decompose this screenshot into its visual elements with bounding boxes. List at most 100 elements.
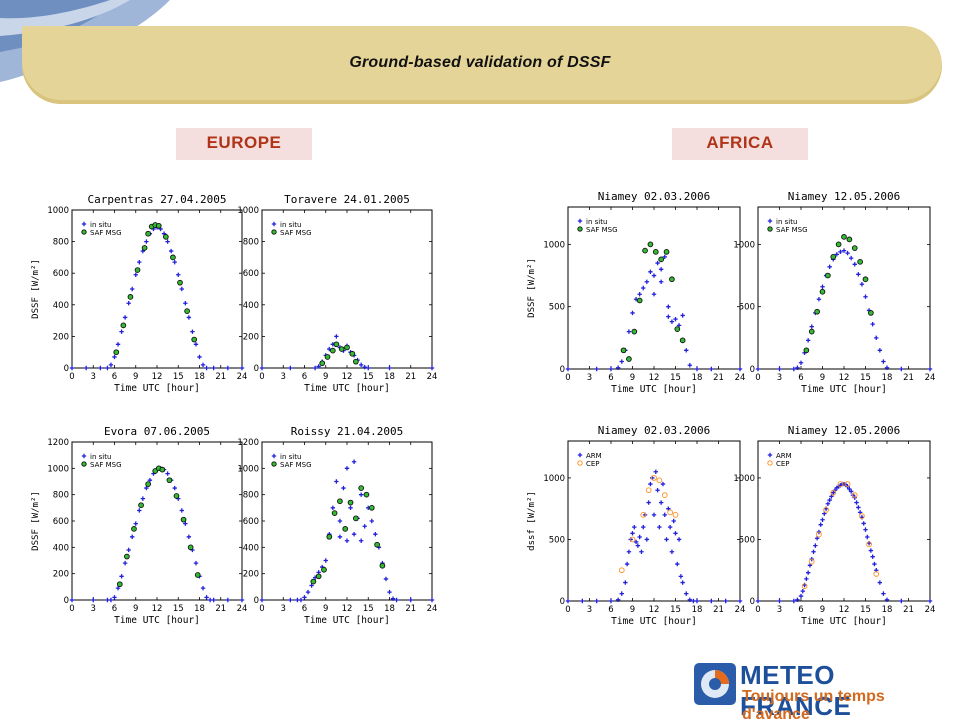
x-tick-label: 0 [565,605,570,615]
data-point-in-situ [626,329,632,334]
data-point-ARM [651,512,657,518]
data-point-in-situ [186,534,192,539]
data-point-ARM [777,598,782,604]
data-point-in-situ [179,508,184,513]
data-point-SAF-MSG [868,310,874,316]
data-point-in-situ [337,534,343,539]
legend-label: ARM [776,452,792,460]
data-point-in-situ [619,359,624,364]
data-point-ARM [687,597,693,602]
data-point-SAF-MSG [124,553,130,560]
data-point-ARM [619,591,624,596]
data-point-ARM [805,570,811,575]
data-point-SAF-MSG [830,253,837,260]
chart-title: Niamey 12.05.2006 [788,190,901,203]
y-axis-label: DSSF [W/m²] [31,491,41,551]
data-point-SAF-MSG [808,328,815,335]
y-tick-label: 0 [64,596,69,606]
data-point-SAF-MSG [379,562,386,569]
data-point-CEP [823,507,829,513]
y-tick-label: 1000 [47,206,69,216]
data-point-SAF-MSG [163,234,169,240]
data-point-SAF-MSG [674,326,681,332]
data-point-SAF-MSG [131,526,137,532]
data-point-in-situ [662,254,667,260]
data-point-in-situ [341,485,346,491]
data-point-ARM [868,548,874,553]
legend-marker-1-1 [81,221,87,227]
data-point-SAF-MSG [631,328,638,335]
data-point-ARM [811,549,816,554]
legend-marker-1-2 [81,229,87,235]
y-tick-label: 1000 [543,474,565,484]
data-point-in-situ [608,366,614,372]
legend-marker-4-1 [271,453,277,459]
data-point-in-situ [204,365,209,371]
chart-panel-8: Niamey 12.05.2006 0 3 6 9 12 15 18 21 24 0 500 1000 T… [733,424,935,627]
data-point-in-situ [684,348,689,353]
data-point-in-situ [852,262,857,267]
data-point-in-situ [312,365,318,371]
data-point-SAF-MSG [138,502,144,509]
data-point-ARM [666,506,671,511]
data-point-in-situ [69,365,75,371]
x-tick-label: 24 [925,373,936,383]
x-tick-label: 15 [363,372,374,382]
data-point-SAF-MSG [145,481,151,487]
data-point-CEP [866,541,872,548]
data-point-SAF-MSG [310,578,317,585]
x-tick-label: 3 [91,604,96,614]
x-tick-label: 15 [670,373,681,383]
data-point-in-situ [323,558,328,563]
data-point-in-situ [838,249,843,255]
data-point-in-situ [348,505,353,511]
legend-marker-6-1 [767,218,773,224]
x-tick-label: 9 [323,372,328,382]
legend-marker-8-2 [767,460,773,466]
data-point-in-situ [927,366,933,372]
data-point-in-situ [144,485,149,491]
data-point-SAF-MSG [180,516,187,523]
data-point-SAF-MSG [120,322,127,329]
data-point-SAF-MSG [349,350,356,357]
data-point-in-situ [666,314,671,319]
data-point-SAF-MSG [846,236,853,243]
x-tick-label: 6 [608,373,613,383]
data-point-in-situ [172,485,177,491]
data-point-in-situ [211,365,216,371]
data-point-in-situ [658,267,664,272]
data-point-SAF-MSG [155,222,162,229]
data-point-in-situ [884,365,890,370]
data-point-in-situ [845,250,850,256]
data-point-ARM [755,598,761,604]
data-point-SAF-MSG [647,241,654,248]
x-tick-label: 15 [860,605,871,615]
x-tick-label: 21 [903,605,914,615]
data-point-in-situ [816,297,822,302]
data-point-SAF-MSG [319,360,326,367]
x-tick-label: 24 [237,604,248,614]
x-tick-label: 9 [820,605,825,615]
x-tick-label: 3 [777,373,782,383]
legend-marker-4-2 [271,461,277,467]
y-tick-label: 400 [243,301,259,311]
data-point-ARM [709,598,714,604]
legend-label: in situ [280,453,301,461]
chart-title: Niamey 02.03.2006 [598,424,711,437]
logo-emblem [694,663,736,705]
data-point-in-situ [200,585,206,591]
x-tick-label: 9 [630,373,635,383]
x-tick-label: 6 [608,605,613,615]
data-point-in-situ [694,366,700,372]
data-point-ARM [857,510,863,515]
data-point-SAF-MSG [652,249,659,255]
x-tick-label: 0 [755,373,760,383]
data-point-ARM [678,574,684,579]
data-point-ARM [657,524,662,530]
x-tick-label: 15 [860,373,871,383]
data-point-SAF-MSG [679,337,686,344]
data-point-SAF-MSG [642,247,648,254]
y-tick-label: 500 [549,535,565,545]
legend-label: ARM [586,452,602,460]
